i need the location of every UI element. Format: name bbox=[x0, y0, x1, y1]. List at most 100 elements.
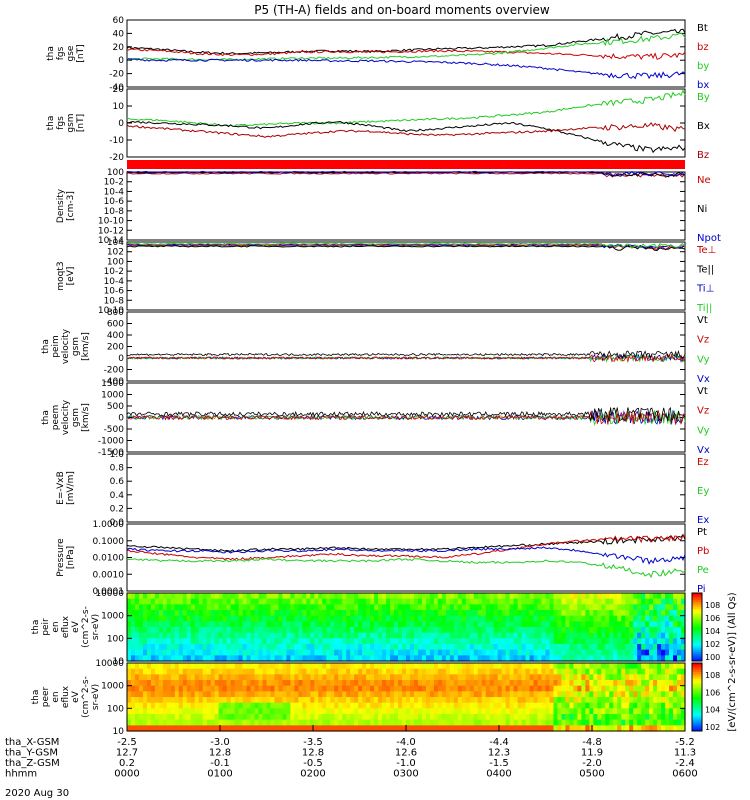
heatmap-cell bbox=[525, 702, 531, 709]
heatmap-cell bbox=[170, 674, 176, 681]
heatmap-cell bbox=[278, 714, 284, 721]
heatmap-cell bbox=[425, 674, 431, 681]
heatmap-cell bbox=[469, 697, 475, 704]
heatmap-cell bbox=[413, 632, 419, 639]
series-line-by bbox=[126, 32, 686, 61]
heatmap-cell bbox=[366, 604, 371, 611]
heatmap-cell bbox=[629, 627, 634, 634]
heatmap-cell bbox=[142, 719, 148, 726]
heatmap-cell bbox=[609, 674, 614, 681]
heatmap-cell bbox=[681, 593, 686, 600]
heatmap-cell bbox=[222, 627, 228, 634]
heatmap-cell bbox=[465, 649, 471, 656]
heatmap-cell bbox=[645, 632, 650, 639]
heatmap-cell bbox=[609, 644, 614, 651]
heatmap-cell bbox=[390, 702, 395, 709]
heatmap-cell bbox=[262, 649, 268, 656]
heatmap-cell bbox=[569, 680, 574, 687]
heatmap-cell bbox=[366, 719, 371, 726]
heatmap-cell bbox=[473, 691, 479, 698]
heatmap-cell bbox=[346, 649, 351, 656]
heatmap-cell bbox=[250, 632, 256, 639]
heatmap-cell bbox=[134, 604, 140, 611]
heatmap-cell bbox=[569, 725, 574, 732]
heatmap-cell bbox=[222, 604, 228, 611]
heatmap-cell bbox=[238, 621, 244, 628]
heatmap-cell bbox=[621, 663, 626, 670]
heatmap-cell bbox=[625, 674, 630, 681]
heatmap-cell bbox=[142, 632, 148, 639]
heatmap-cell bbox=[130, 708, 136, 715]
heatmap-cell bbox=[681, 691, 686, 698]
heatmap-cell bbox=[358, 708, 363, 715]
heatmap-cell bbox=[266, 674, 272, 681]
heatmap-cell bbox=[222, 649, 228, 656]
heatmap-cell bbox=[653, 714, 658, 721]
heatmap-cell bbox=[322, 685, 327, 692]
heatmap-cell bbox=[262, 714, 268, 721]
heatmap-cell bbox=[417, 655, 423, 662]
heatmap-cell bbox=[521, 621, 527, 628]
heatmap-cell bbox=[178, 697, 184, 704]
heatmap-cell bbox=[326, 621, 331, 628]
heatmap-cell bbox=[274, 593, 280, 600]
heatmap-cell bbox=[278, 604, 284, 611]
heatmap-cell bbox=[166, 668, 172, 675]
heatmap-cell bbox=[657, 604, 662, 611]
heatmap-cell bbox=[354, 674, 359, 681]
heatmap-cell bbox=[214, 604, 220, 611]
heatmap-cell bbox=[282, 697, 288, 704]
heatmap-cell bbox=[417, 644, 423, 651]
heatmap-cell bbox=[127, 725, 132, 732]
heatmap-cell bbox=[374, 674, 379, 681]
heatmap-cell bbox=[354, 685, 359, 692]
heatmap-cell bbox=[202, 632, 208, 639]
heatmap-cell bbox=[577, 714, 582, 721]
heatmap-cell bbox=[493, 632, 499, 639]
heatmap-cell bbox=[505, 714, 511, 721]
heatmap-cell bbox=[641, 598, 646, 605]
heatmap-cell bbox=[597, 632, 602, 639]
heatmap-cell bbox=[521, 674, 527, 681]
heatmap-cell bbox=[162, 644, 168, 651]
heatmap-cell bbox=[270, 649, 276, 656]
heatmap-cell bbox=[170, 680, 176, 687]
heatmap-cell bbox=[206, 655, 212, 662]
heatmap-cell bbox=[445, 714, 451, 721]
heatmap-cell bbox=[541, 655, 547, 662]
heatmap-cell bbox=[182, 638, 188, 645]
heatmap-cell bbox=[561, 632, 567, 639]
heatmap-cell bbox=[246, 697, 252, 704]
heatmap-cell bbox=[545, 663, 551, 670]
heatmap-cell bbox=[493, 610, 499, 617]
heatmap-cell bbox=[457, 615, 463, 622]
heatmap-cell bbox=[254, 668, 260, 675]
heatmap-cell bbox=[290, 593, 295, 600]
heatmap-cell bbox=[174, 719, 180, 726]
heatmap-cell bbox=[593, 621, 598, 628]
heatmap-cell bbox=[190, 598, 196, 605]
heatmap-cell bbox=[613, 674, 618, 681]
heatmap-cell bbox=[366, 697, 371, 704]
heatmap-cell bbox=[138, 668, 144, 675]
heatmap-cell bbox=[322, 691, 327, 698]
heatmap-cell bbox=[577, 598, 582, 605]
heatmap-cell bbox=[505, 708, 511, 715]
heatmap-cell bbox=[314, 627, 319, 634]
ylabel-line: peem bbox=[51, 405, 61, 431]
heatmap-cell bbox=[146, 604, 152, 611]
heatmap-cell bbox=[617, 598, 622, 605]
heatmap-cell bbox=[406, 708, 411, 715]
heatmap-cell bbox=[222, 691, 228, 698]
heatmap-cell bbox=[266, 598, 272, 605]
heatmap-cell bbox=[577, 632, 582, 639]
heatmap-cell bbox=[669, 627, 674, 634]
heatmap-cell bbox=[334, 702, 339, 709]
heatmap-cell bbox=[621, 702, 626, 709]
heatmap-cell bbox=[154, 691, 160, 698]
heatmap-cell bbox=[649, 598, 654, 605]
heatmap-cell bbox=[541, 714, 547, 721]
heatmap-cell bbox=[525, 621, 531, 628]
heatmap-cell bbox=[186, 649, 192, 656]
heatmap-cell bbox=[413, 655, 419, 662]
